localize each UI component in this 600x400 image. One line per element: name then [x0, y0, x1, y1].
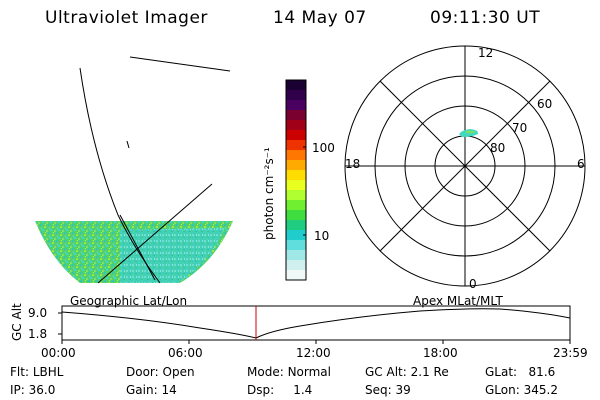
mlt-label-0: 0	[469, 277, 477, 291]
colorbar-band	[286, 180, 306, 191]
door-field: Door: Open	[126, 365, 195, 379]
lat-label-60: 60	[537, 97, 553, 111]
colorbar-tick-10: 10	[314, 229, 330, 243]
gain-field: Gain: 14	[126, 383, 177, 397]
mode-field: Mode: Normal	[247, 365, 331, 379]
colorbar-band	[286, 140, 306, 151]
time-tick-2359: 23:59	[553, 346, 588, 360]
time-tick-0000: 00:00	[41, 346, 76, 360]
colorbar-band	[286, 130, 306, 141]
gc-alt-field: GC Alt: 2.1 Re	[365, 365, 449, 379]
colorbar-band	[286, 110, 306, 121]
colorbar-band	[286, 230, 306, 241]
mlt-label-6: 6	[577, 157, 585, 171]
lat-label-80: 80	[490, 141, 506, 155]
colorbar-band	[286, 250, 306, 261]
colorbar-band	[286, 160, 306, 171]
colorbar-band	[286, 150, 306, 161]
colorbar-band	[286, 80, 306, 91]
alt-tick-1-8: 1.8	[28, 327, 48, 341]
dsp-field: Dsp: 1.4	[247, 383, 313, 397]
time-tick-1200: 12:00	[296, 346, 331, 360]
time-label: 09:11:30 UT	[430, 8, 541, 28]
time-tick-0600: 06:00	[168, 346, 203, 360]
colorbar-band	[286, 270, 306, 281]
colorbar-band	[286, 90, 306, 101]
glon-field: GLon: 345.2	[485, 383, 558, 397]
mlt-label-18: 18	[345, 157, 361, 171]
time-tick-1800: 18:00	[423, 346, 458, 360]
geographic-panel-label: Geographic Lat/Lon	[70, 294, 188, 308]
app-title: Ultraviolet Imager	[45, 8, 208, 28]
colorbar-band	[286, 120, 306, 131]
colorbar-band	[286, 170, 306, 181]
colorbar-band	[286, 240, 306, 251]
colorbar-band	[286, 260, 306, 271]
apex-panel-label: Apex MLat/MLT	[413, 294, 503, 308]
colorbar-band	[286, 200, 306, 211]
ip-field: IP: 36.0	[10, 383, 56, 397]
filter-field: Flt: LBHL	[10, 365, 64, 379]
altitude-curve	[61, 308, 571, 339]
lat-label-70: 70	[512, 121, 528, 135]
mlt-label-12: 12	[478, 46, 494, 60]
colorbar-band	[286, 100, 306, 111]
glat-field: GLat: 81.6	[485, 365, 556, 379]
date-label: 14 May 07	[273, 8, 367, 28]
colorbar-band	[286, 190, 306, 201]
alt-tick-9: 9.0	[28, 306, 48, 320]
seq-field: Seq: 39	[365, 383, 411, 397]
colorbar-tick-100: 100	[312, 141, 335, 155]
colorbar-band	[286, 220, 306, 231]
alt-axis-label: GC Alt	[10, 303, 24, 341]
colorbar-band	[286, 210, 306, 221]
